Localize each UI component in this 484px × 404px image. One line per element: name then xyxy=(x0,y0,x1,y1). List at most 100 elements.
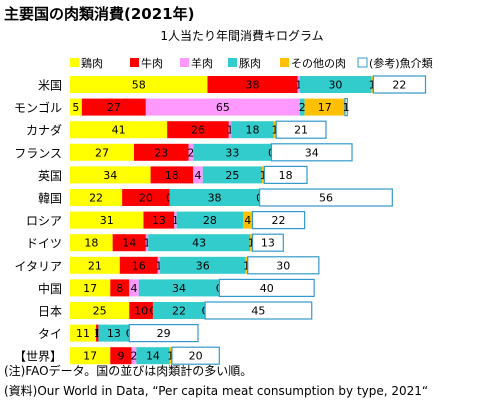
data-label: 1 xyxy=(369,79,376,92)
data-label: 22 xyxy=(89,192,103,205)
data-label: 17 xyxy=(318,101,332,114)
data-label: 2 xyxy=(299,101,306,114)
legend-label: 牛肉 xyxy=(141,56,163,70)
data-label: 21 xyxy=(88,259,102,272)
bar-segment xyxy=(70,166,151,184)
data-label: 34 xyxy=(172,282,186,295)
data-label: 30 xyxy=(328,79,342,92)
data-label: 25 xyxy=(93,305,107,318)
data-label: 38 xyxy=(208,192,222,205)
category-label: タイ xyxy=(38,327,62,341)
bar-segment xyxy=(299,76,371,93)
bar-segment xyxy=(129,302,153,319)
bar-segment xyxy=(70,121,168,139)
note-line: (資料)Our World in Data, “Per capita meat … xyxy=(4,384,429,398)
data-label: 14 xyxy=(146,350,160,363)
bar-segment xyxy=(96,324,99,342)
bar-segment xyxy=(370,76,374,93)
data-label: 65 xyxy=(216,101,230,114)
data-label: 56 xyxy=(319,192,333,205)
bar-segment xyxy=(297,76,300,93)
data-label: 33 xyxy=(225,146,239,159)
data-label: 13 xyxy=(152,214,166,227)
bar-segment xyxy=(176,211,244,229)
data-label: 28 xyxy=(203,214,217,227)
category-label: ドイツ xyxy=(26,237,62,251)
category-label: 米国 xyxy=(38,79,62,93)
bar-segment xyxy=(152,302,206,319)
data-label: 27 xyxy=(107,101,121,114)
bar-segment xyxy=(138,279,220,297)
bar-segment xyxy=(143,211,175,229)
data-label: 1 xyxy=(272,124,279,137)
data-label: 13 xyxy=(261,237,275,250)
bar-segment xyxy=(145,98,300,116)
bar-segment xyxy=(122,189,170,206)
data-label: 4 xyxy=(130,282,137,295)
category-label: 韓国 xyxy=(38,192,62,206)
data-label: 22 xyxy=(392,79,406,92)
data-label: 4 xyxy=(194,169,201,182)
category-label: フランス xyxy=(14,146,62,160)
data-label: 34 xyxy=(103,169,117,182)
bar-segment xyxy=(136,347,170,365)
data-label: 4 xyxy=(244,214,251,227)
data-label: 58 xyxy=(132,79,146,92)
bar-segment xyxy=(263,165,308,184)
data-label: 17 xyxy=(83,350,97,363)
bar-segment xyxy=(110,279,130,297)
data-label: 1 xyxy=(94,327,101,340)
bar-segment xyxy=(231,121,274,139)
bar-segment xyxy=(169,189,260,206)
data-label: 31 xyxy=(100,214,114,227)
data-label: 22 xyxy=(172,305,186,318)
bar-segment xyxy=(188,143,194,161)
data-label: 5 xyxy=(72,101,79,114)
bar-segment xyxy=(128,324,199,343)
data-label: 2 xyxy=(130,350,137,363)
data-label: 27 xyxy=(95,146,109,159)
bar-segment xyxy=(70,189,123,206)
data-label: 22 xyxy=(272,214,286,227)
data-label: 1 xyxy=(343,101,350,114)
data-label: 13 xyxy=(107,327,121,340)
legend-label: 羊肉 xyxy=(191,56,213,70)
data-label: 1 xyxy=(167,350,174,363)
bar-segment xyxy=(218,278,315,297)
legend-label: 豚肉 xyxy=(239,57,261,70)
data-label: 18 xyxy=(279,169,293,182)
legend-swatch xyxy=(180,58,189,67)
bar-segment xyxy=(207,76,298,93)
legend-swatch xyxy=(130,58,139,67)
legend-label: 鶏肉 xyxy=(81,56,103,70)
data-label: 41 xyxy=(112,124,126,137)
category-label: 英国 xyxy=(38,169,62,183)
bar-segment xyxy=(145,234,149,252)
bar-segment xyxy=(112,234,146,252)
category-label: モンゴル xyxy=(14,100,62,115)
bar-segment xyxy=(171,346,220,365)
data-label: 38 xyxy=(245,79,259,92)
category-label: 【世界】 xyxy=(14,350,62,364)
bar-segment xyxy=(70,324,97,342)
data-label: 11 xyxy=(76,327,90,340)
data-label: 10 xyxy=(134,305,148,318)
data-label: 9 xyxy=(117,350,124,363)
category-label: ロシア xyxy=(26,214,62,228)
category-label: 日本 xyxy=(38,305,62,319)
data-label: 45 xyxy=(251,305,265,318)
bar-segment xyxy=(169,347,172,365)
bar-segment xyxy=(245,256,248,274)
data-label: 29 xyxy=(157,327,171,340)
category-label: 中国 xyxy=(38,281,62,296)
bar-segment xyxy=(70,211,144,229)
bar-segment xyxy=(299,98,305,116)
bar-segment xyxy=(157,256,161,274)
bar-segment xyxy=(270,143,353,162)
data-label: 18 xyxy=(84,237,98,250)
data-label: 1 xyxy=(144,237,151,250)
data-label: 1 xyxy=(260,169,267,182)
bar-segment xyxy=(70,234,113,252)
legend-swatch xyxy=(357,57,368,68)
